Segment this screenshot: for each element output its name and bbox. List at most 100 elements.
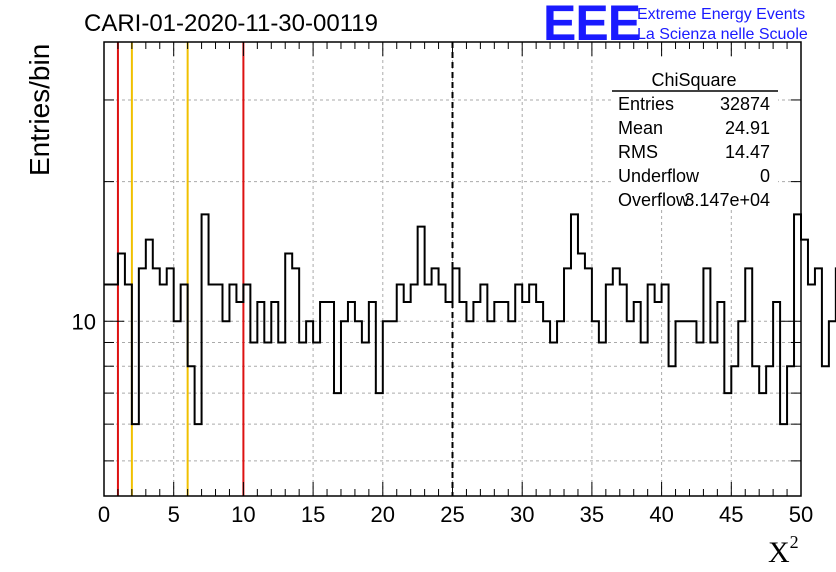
histogram-bin <box>522 302 529 496</box>
stats-label-rms: RMS <box>618 142 658 162</box>
stats-title: ChiSquare <box>651 70 736 90</box>
histogram-bin <box>599 342 606 496</box>
histogram-bin <box>794 214 801 496</box>
histogram-bin <box>425 285 432 496</box>
histogram-bin <box>717 302 724 496</box>
stats-label-overflow: Overflow <box>618 190 690 210</box>
stats-value-overflow: 3.147e+04 <box>684 190 770 210</box>
histogram-bin <box>453 268 460 496</box>
stats-value-rms: 14.47 <box>725 142 770 162</box>
stats-value-mean: 24.91 <box>725 118 770 138</box>
histogram-bin <box>655 302 662 496</box>
histogram-bin <box>822 366 829 496</box>
x-tick-label: 50 <box>789 502 813 527</box>
histogram-bin <box>592 321 599 496</box>
histogram-bin <box>118 253 125 496</box>
histogram-bin <box>801 240 808 496</box>
histogram-bin <box>432 268 439 496</box>
histogram-bin <box>104 285 111 496</box>
histogram-bin <box>111 285 118 496</box>
histogram-bin <box>362 342 369 496</box>
histogram-bin <box>383 321 390 496</box>
stats-box-bg <box>612 60 778 208</box>
x-axis-label: X2 <box>768 532 799 570</box>
histogram-bin <box>376 393 383 496</box>
histogram-bin <box>578 253 585 496</box>
histogram-bin <box>536 302 543 496</box>
axes-layer: 0 5 10 15 20 25 30 35 40 45 50 10 <box>72 41 813 527</box>
histogram-bin <box>508 321 515 496</box>
histogram-bin <box>543 321 550 496</box>
histogram-bin <box>759 393 766 496</box>
histogram-bin <box>439 285 446 496</box>
y-tick-label: 10 <box>72 309 96 334</box>
histogram-bin <box>634 302 641 496</box>
histogram-bin <box>613 268 620 496</box>
histogram-bin <box>348 302 355 496</box>
histogram-bin <box>752 366 759 496</box>
stats-label-entries: Entries <box>618 94 674 114</box>
histogram-bin <box>195 424 202 496</box>
histogram-bin <box>306 321 313 496</box>
histogram-bin <box>564 268 571 496</box>
histogram-bin <box>188 366 195 496</box>
histogram-bin <box>571 214 578 496</box>
stats-label-mean: Mean <box>618 118 663 138</box>
histogram-bin <box>327 302 334 496</box>
histogram-bin <box>153 268 160 496</box>
x-tick-label: 5 <box>168 502 180 527</box>
histogram-bin <box>529 285 536 496</box>
histogram-bin <box>738 321 745 496</box>
histogram-bin <box>174 321 181 496</box>
histogram-bin <box>369 302 376 496</box>
x-tick-label: 20 <box>371 502 395 527</box>
histogram-bin <box>669 366 676 496</box>
x-tick-label: 45 <box>719 502 743 527</box>
histogram-bin <box>829 321 836 496</box>
histogram-bin <box>446 302 453 496</box>
histogram-bin <box>689 321 696 496</box>
histogram-bin <box>459 302 466 496</box>
histogram-bin <box>257 302 264 496</box>
histogram-bin <box>710 342 717 496</box>
histogram-bin <box>585 268 592 496</box>
histogram-bin <box>320 302 327 496</box>
x-tick-label: 35 <box>580 502 604 527</box>
x-tick-label: 25 <box>440 502 464 527</box>
stats-value-entries: 32874 <box>720 94 770 114</box>
histogram-bin <box>627 321 634 496</box>
histogram-bin <box>202 214 209 496</box>
histogram-bin <box>780 424 787 496</box>
histogram-bin <box>696 342 703 496</box>
run-title: CARI-01-2020-11-30-00119 <box>84 10 378 37</box>
histogram-bin <box>132 424 139 496</box>
histogram-bin <box>299 342 306 496</box>
histogram-bin <box>285 253 292 496</box>
histogram-bin <box>683 321 690 496</box>
histogram-bin <box>724 393 731 496</box>
stats-value-underflow: 0 <box>760 166 770 186</box>
stats-box: ChiSquare Entries 32874 Mean 24.91 RMS 14.47 Un… <box>612 60 778 210</box>
histogram-bin <box>648 285 655 496</box>
histogram-bin <box>480 285 487 496</box>
histogram-bin <box>209 285 216 496</box>
histogram-bin <box>236 302 243 496</box>
histogram-bin <box>250 342 257 496</box>
histogram-bin <box>815 268 822 496</box>
x-tick-label: 10 <box>231 502 255 527</box>
histogram-bin <box>271 302 278 496</box>
histogram-bin <box>292 268 299 496</box>
histogram-bin <box>341 321 348 496</box>
histogram-bin <box>404 302 411 496</box>
histogram-bin <box>641 342 648 496</box>
histogram-bin <box>662 285 669 496</box>
histogram-bin <box>745 268 752 496</box>
histogram-bin <box>787 366 794 496</box>
histogram-bin <box>808 285 815 496</box>
histogram-bin <box>515 285 522 496</box>
histogram-bin <box>606 285 613 496</box>
histogram-bin <box>766 366 773 496</box>
histogram-bin <box>494 302 501 496</box>
histogram-bin <box>731 366 738 496</box>
histogram-bin <box>146 240 153 496</box>
